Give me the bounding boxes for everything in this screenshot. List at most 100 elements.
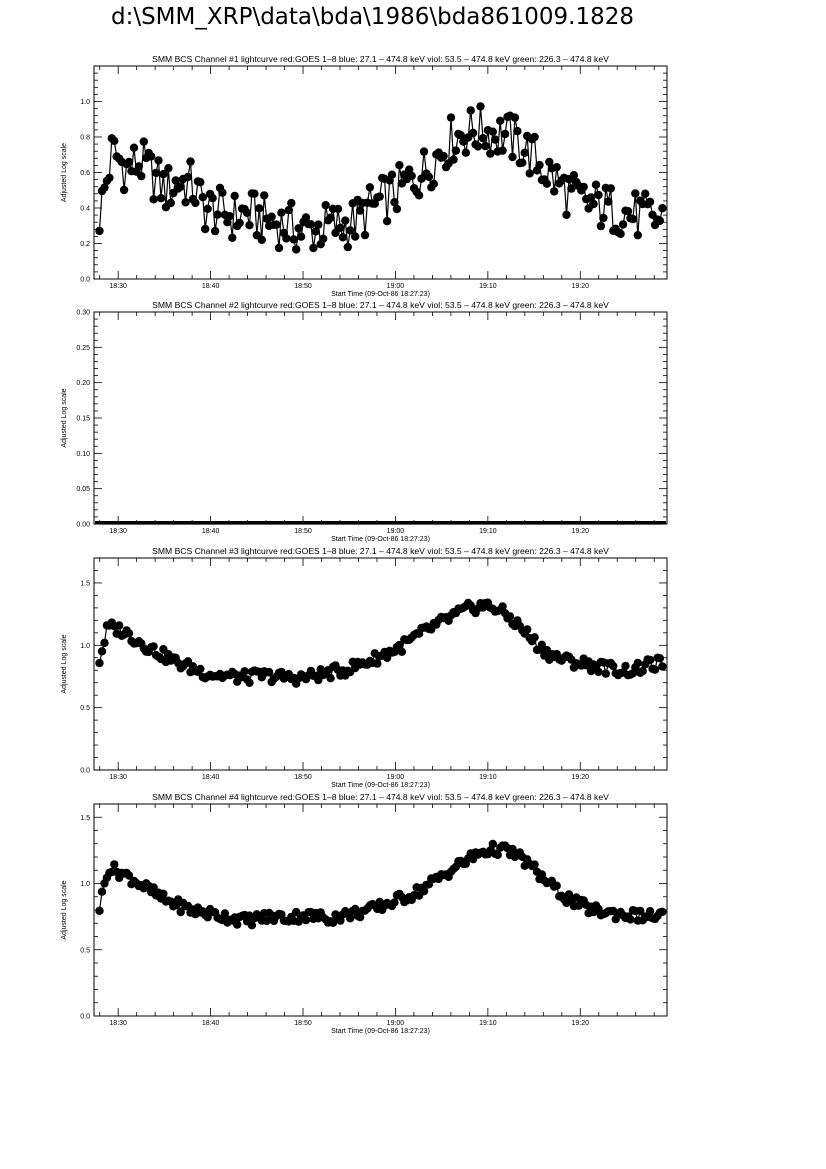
data-point [139, 137, 148, 146]
data-point [208, 193, 217, 203]
data-point [220, 909, 230, 918]
data-point [311, 227, 320, 236]
data-point [419, 887, 429, 896]
data-point [545, 157, 554, 167]
x-axis-label: Start Time (09-Oct-86 18:27:23) [331, 291, 430, 298]
data-point [171, 176, 180, 185]
y-tick-label: 1.0 [80, 881, 90, 888]
data-point [530, 132, 539, 142]
data-point [650, 665, 660, 674]
chart-title: SMM BCS Channel #3 lightcurve red:GOES 1… [152, 546, 609, 556]
data-point [655, 216, 665, 225]
data-point [228, 233, 237, 242]
data-point [137, 171, 146, 181]
x-tick-label: 19:10 [479, 528, 497, 535]
data-point [491, 135, 500, 144]
data-point [419, 147, 429, 156]
x-tick-label: 18:50 [294, 1020, 312, 1027]
data-point [488, 839, 497, 849]
data-point [186, 157, 195, 166]
x-tick-label: 18:50 [294, 774, 312, 781]
data-point [616, 229, 625, 239]
data-point [309, 243, 318, 253]
data-point [95, 658, 104, 668]
data-point [245, 221, 254, 230]
data-point [292, 907, 301, 917]
data-point [129, 143, 139, 152]
data-point [513, 126, 522, 136]
data-point [594, 667, 603, 677]
data-point [392, 204, 402, 214]
data-point [306, 220, 316, 229]
data-point [655, 654, 665, 663]
data-point [274, 243, 284, 253]
data-point [100, 638, 109, 648]
data-point [346, 226, 355, 235]
data-point [405, 165, 414, 174]
data-point [496, 116, 505, 126]
chart-title: SMM BCS Channel #2 lightcurve red:GOES 1… [152, 300, 609, 310]
data-point [658, 907, 667, 916]
data-point [341, 216, 350, 225]
data-point [461, 148, 470, 157]
data-point [233, 920, 242, 929]
data-point [225, 212, 234, 221]
chart-4: SMM BCS Channel #4 lightcurve red:GOES 1… [61, 792, 668, 1035]
data-point [645, 197, 655, 206]
y-axis-label: Adjusted Log scale [61, 143, 68, 202]
y-tick-label: 0.8 [80, 135, 90, 142]
data-point [473, 142, 483, 151]
data-point [355, 206, 365, 215]
data-point [319, 234, 328, 243]
data-point [636, 906, 645, 916]
x-tick-label: 18:40 [202, 528, 220, 535]
data-point [618, 220, 628, 229]
data-point [181, 198, 190, 207]
data-point [296, 232, 306, 241]
data-point [147, 152, 156, 161]
page-title: d:\SMM_XRP\data\bda\1986\bda861009.1828 [110, 4, 635, 30]
data-point [260, 191, 269, 200]
data-point [510, 113, 520, 122]
data-point [375, 192, 384, 201]
y-axis-label: Adjusted Log scale [61, 388, 68, 447]
data-point [218, 188, 227, 197]
data-point [586, 193, 596, 202]
data-point [395, 161, 404, 170]
data-point [301, 213, 311, 222]
data-point [110, 860, 119, 869]
data-point [124, 629, 134, 638]
x-tick-label: 19:20 [572, 528, 590, 535]
y-tick-label: 0.5 [80, 705, 90, 712]
data-point [235, 218, 244, 228]
data-point [498, 602, 507, 611]
y-tick-label: 0.10 [76, 451, 90, 458]
data-point [166, 198, 175, 208]
data-point [346, 914, 355, 923]
data-point [500, 129, 510, 139]
y-tick-label: 0.25 [76, 345, 90, 352]
y-tick-label: 0.2 [80, 241, 90, 248]
data-point [451, 146, 461, 155]
data-point [604, 197, 613, 206]
data-point [333, 204, 343, 214]
x-tick-label: 19:20 [572, 774, 590, 781]
data-point [390, 198, 399, 207]
data-point [488, 127, 497, 136]
data-point [176, 182, 185, 191]
data-point [134, 162, 144, 171]
data-point [124, 871, 134, 880]
chart-1: SMM BCS Channel #1 lightcurve red:GOES 1… [61, 54, 668, 298]
data-point [97, 887, 107, 896]
x-tick-label: 18:50 [294, 528, 312, 535]
data-point [267, 212, 276, 221]
data-point [628, 214, 638, 224]
data-point [264, 667, 274, 677]
data-point [373, 659, 382, 668]
data-point [552, 163, 561, 172]
data-point [95, 226, 104, 236]
data-point [343, 242, 352, 252]
y-tick-label: 0.0 [80, 1014, 90, 1021]
data-point [633, 231, 642, 240]
data-point [621, 661, 630, 671]
